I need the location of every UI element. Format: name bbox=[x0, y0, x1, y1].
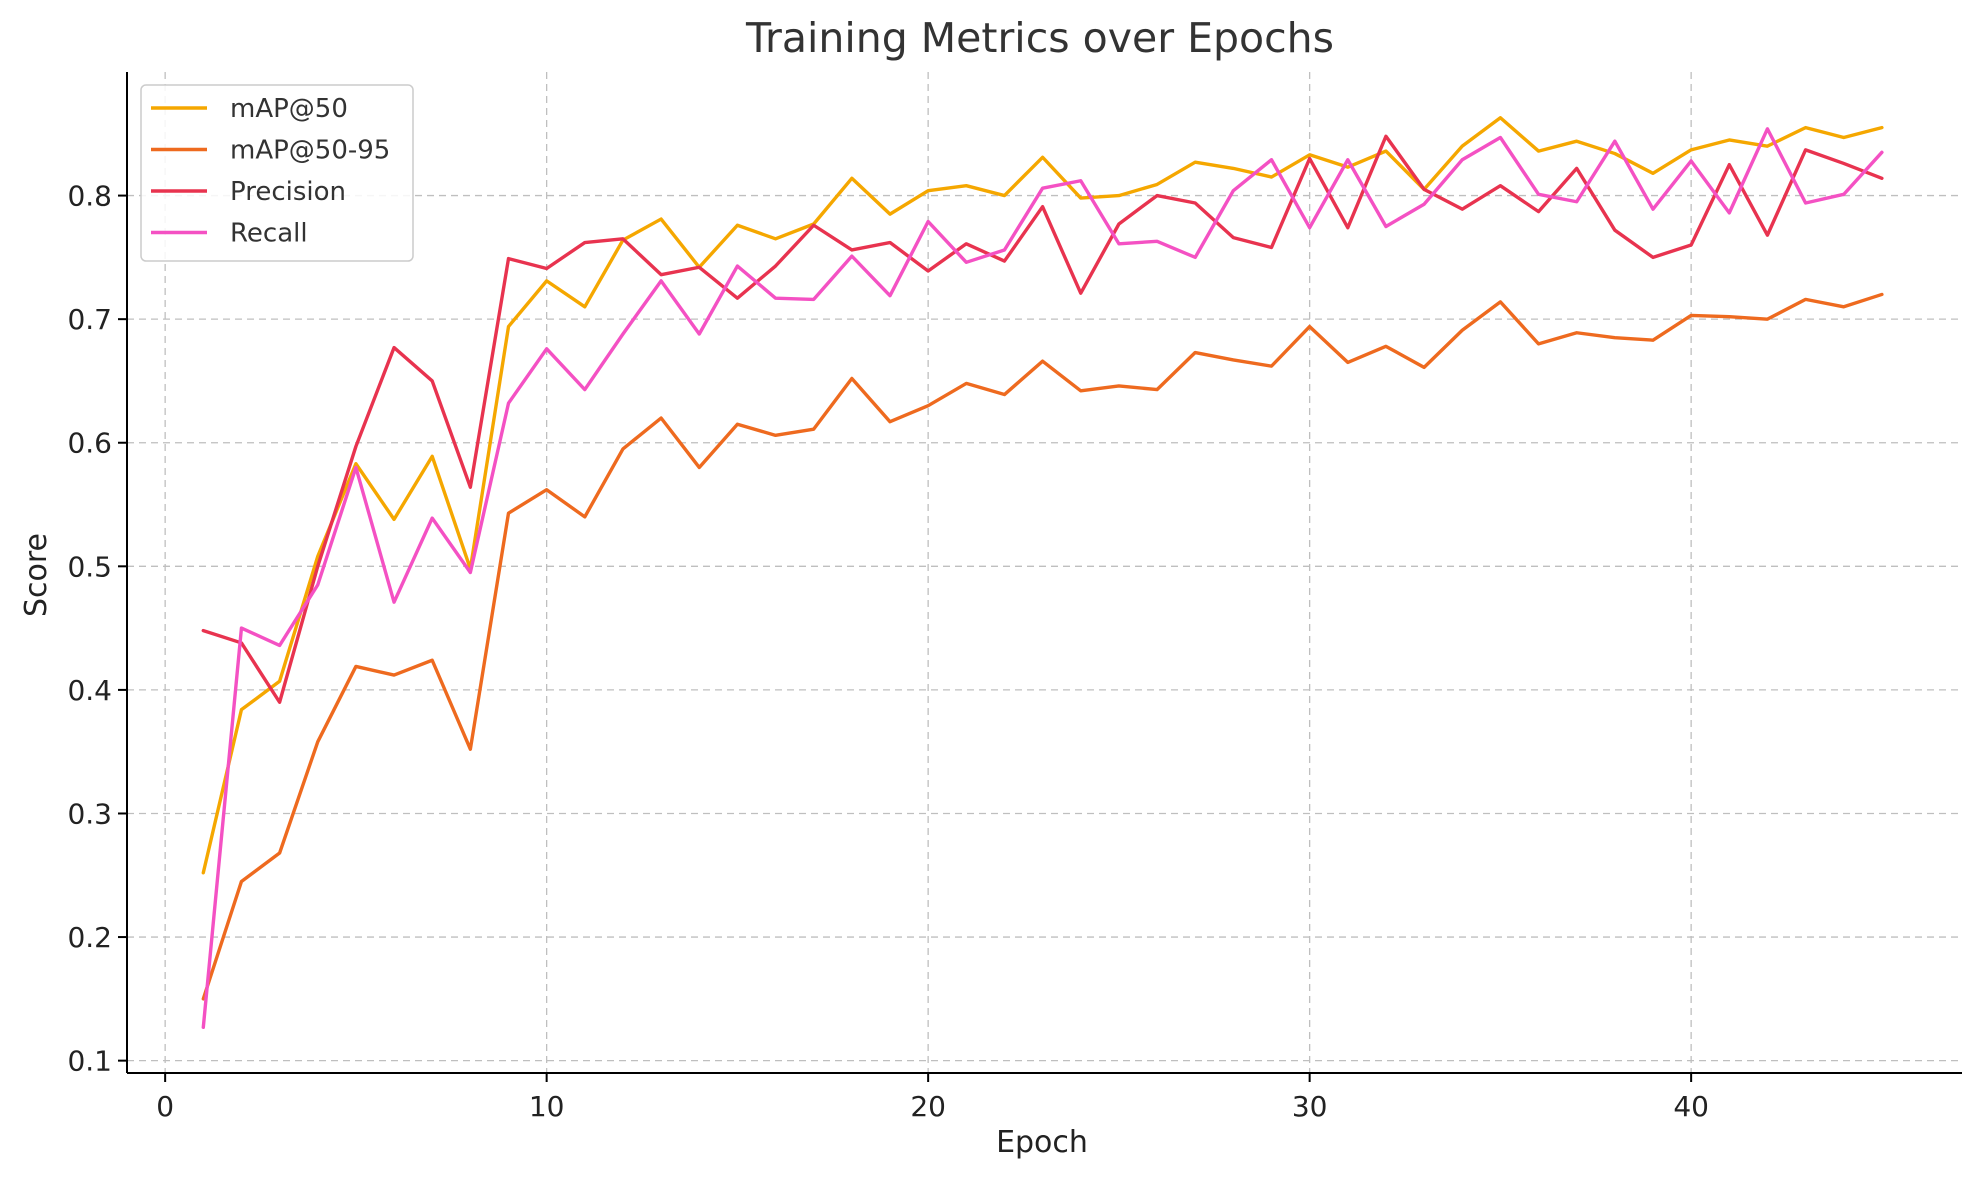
y-tick-label: 0.7 bbox=[67, 303, 112, 336]
y-axis-label: Score bbox=[19, 533, 54, 617]
series-lines bbox=[201, 116, 1884, 1029]
y-tick-label: 0.8 bbox=[67, 180, 112, 213]
legend: mAP@50 mAP@50-95 Precision Recall bbox=[140, 84, 414, 262]
y-tick-label: 0.5 bbox=[67, 550, 112, 583]
legend-label-precision: Precision bbox=[230, 177, 346, 207]
x-axis-label: Epoch bbox=[996, 1125, 1088, 1160]
chart-title: Training Metrics over Epochs bbox=[745, 14, 1334, 62]
grid bbox=[127, 72, 1962, 1073]
x-tick-label: 20 bbox=[910, 1090, 946, 1123]
x-tick-label: 40 bbox=[1673, 1090, 1709, 1123]
y-tick-label: 0.2 bbox=[67, 921, 112, 954]
legend-label-recall: Recall bbox=[230, 219, 308, 249]
legend-label-map-50: mAP@50 bbox=[230, 94, 348, 124]
y-tick-label: 0.1 bbox=[67, 1045, 112, 1078]
x-tick-label: 30 bbox=[1292, 1090, 1328, 1123]
legend-box bbox=[140, 84, 414, 262]
series-line-precision bbox=[201, 134, 1884, 704]
series-line-recall bbox=[201, 127, 1884, 1029]
y-tick-label: 0.3 bbox=[67, 797, 112, 830]
y-tick-label: 0.4 bbox=[67, 674, 112, 707]
series-line-map-50 bbox=[201, 116, 1884, 875]
series-line-map-50-95 bbox=[201, 292, 1884, 1001]
x-tick-label: 10 bbox=[529, 1090, 565, 1123]
axes: 0 10 20 30 40 0.1 0.2 0.3 0.4 0.5 0.6 0.7 0.8 bbox=[67, 72, 1962, 1123]
y-tick-label: 0.6 bbox=[67, 427, 112, 460]
x-tick-label: 0 bbox=[156, 1090, 174, 1123]
legend-label-map-50-95: mAP@50-95 bbox=[230, 136, 390, 166]
